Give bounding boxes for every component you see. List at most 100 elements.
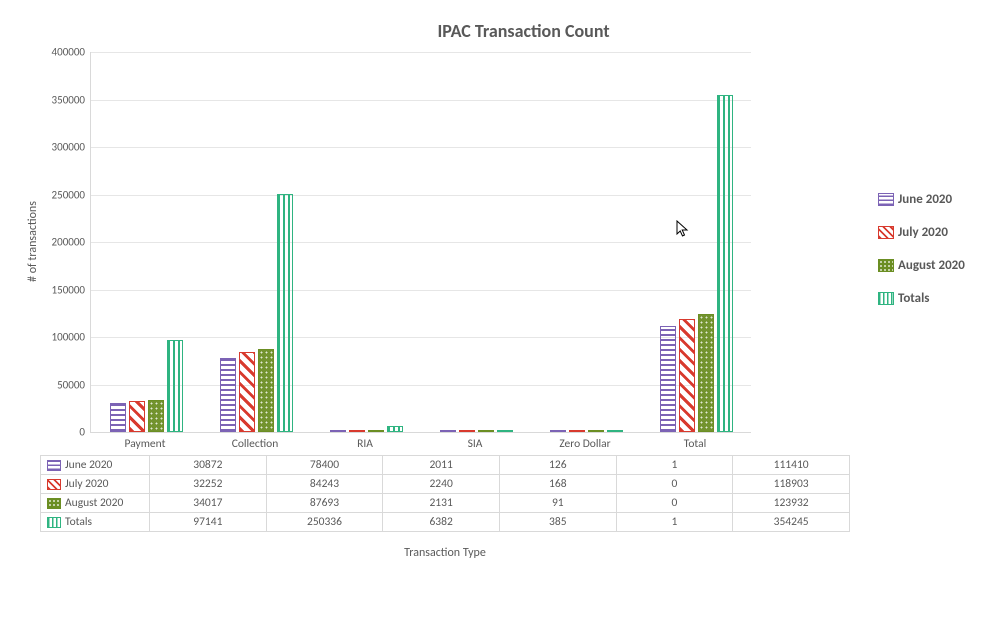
table-cell: 168: [499, 475, 616, 494]
category-label: SIA: [420, 433, 530, 455]
bar-august: [478, 430, 494, 432]
category-label: Zero Dollar: [530, 433, 640, 455]
category-group: [531, 52, 641, 432]
category-group: [311, 52, 421, 432]
bar-august: [258, 349, 274, 432]
legend-label: July 2020: [898, 225, 948, 240]
y-tick-label: 300000: [52, 141, 91, 154]
table-row-header: August 2020: [41, 494, 150, 513]
table-cell: 87693: [266, 494, 383, 513]
legend-item: July 2020: [878, 225, 965, 240]
table-cell: 30872: [150, 456, 267, 475]
series-swatch-icon: [47, 498, 61, 509]
bar-totals: [387, 426, 403, 432]
bar-july: [129, 401, 145, 432]
table-cell: 0: [616, 494, 733, 513]
bar-totals: [497, 430, 513, 432]
bar-june: [330, 430, 346, 432]
bar-totals: [717, 95, 733, 432]
legend-item: June 2020: [878, 192, 965, 207]
table-cell: 91: [499, 494, 616, 513]
legend-swatch-icon: [878, 292, 894, 305]
legend-label: August 2020: [898, 258, 965, 273]
bar-june: [440, 430, 456, 432]
table-cell: 84243: [266, 475, 383, 494]
y-tick-label: 400000: [52, 46, 91, 59]
table-cell: 2131: [383, 494, 500, 513]
chart-container: IPAC Transaction Count # of transactions…: [20, 20, 967, 560]
plot-area: 0500001000001500002000002500003000003500…: [90, 52, 751, 433]
chart-title: IPAC Transaction Count: [20, 20, 967, 42]
table-cell: 123932: [733, 494, 850, 513]
legend-swatch-icon: [878, 259, 894, 272]
category-label: Total: [640, 433, 750, 455]
bar-august: [588, 430, 604, 432]
y-tick-label: 0: [79, 426, 91, 439]
table-cell: 1: [616, 456, 733, 475]
y-tick-label: 150000: [52, 283, 91, 296]
y-tick-label: 250000: [52, 188, 91, 201]
bar-june: [550, 430, 566, 432]
table-row-header: July 2020: [41, 475, 150, 494]
bar-totals: [607, 430, 623, 432]
category-label: Payment: [90, 433, 200, 455]
table-cell: 118903: [733, 475, 850, 494]
bar-july: [459, 430, 475, 432]
table-row-header: Totals: [41, 513, 150, 532]
category-group: [91, 52, 201, 432]
y-tick-label: 350000: [52, 93, 91, 106]
table-row-header: June 2020: [41, 456, 150, 475]
bar-june: [220, 358, 236, 432]
table-cell: 250336: [266, 513, 383, 532]
legend-swatch-icon: [878, 226, 894, 239]
bar-totals: [277, 194, 293, 432]
legend-label: June 2020: [898, 192, 952, 207]
table-cell: 6382: [383, 513, 500, 532]
legend-swatch-icon: [878, 193, 894, 206]
bar-august: [698, 314, 714, 432]
legend-label: Totals: [898, 291, 929, 306]
category-group: [201, 52, 311, 432]
table-cell: 385: [499, 513, 616, 532]
table-cell: 0: [616, 475, 733, 494]
table-cell: 32252: [150, 475, 267, 494]
y-tick-label: 200000: [52, 236, 91, 249]
table-row: July 2020322528424322401680118903: [41, 475, 850, 494]
table-cell: 2011: [383, 456, 500, 475]
bar-june: [660, 326, 676, 432]
table-cell: 1: [616, 513, 733, 532]
table-cell: 126: [499, 456, 616, 475]
bar-july: [569, 430, 585, 432]
bar-july: [679, 319, 695, 432]
y-axis-label: # of transactions: [20, 52, 40, 432]
y-tick-label: 100000: [52, 331, 91, 344]
category-group: [421, 52, 531, 432]
table-row: June 2020308727840020111261111410: [41, 456, 850, 475]
x-axis-label: Transaction Type: [40, 546, 850, 560]
category-labels-row: PaymentCollectionRIASIAZero DollarTotal: [90, 433, 750, 455]
category-group: [641, 52, 751, 432]
bar-august: [148, 400, 164, 432]
bar-june: [110, 403, 126, 432]
bar-july: [349, 430, 365, 432]
bar-august: [368, 430, 384, 432]
y-tick-label: 50000: [57, 378, 91, 391]
series-swatch-icon: [47, 479, 61, 490]
table-row: August 202034017876932131910123932: [41, 494, 850, 513]
table-cell: 78400: [266, 456, 383, 475]
category-label: Collection: [200, 433, 310, 455]
series-swatch-icon: [47, 517, 61, 528]
bar-totals: [167, 340, 183, 432]
data-table: June 2020308727840020111261111410July 20…: [40, 455, 850, 532]
table-cell: 34017: [150, 494, 267, 513]
bar-july: [239, 352, 255, 432]
legend-item: August 2020: [878, 258, 965, 273]
table-cell: 354245: [733, 513, 850, 532]
table-row: Totals9714125033663823851354245: [41, 513, 850, 532]
legend: June 2020 July 2020 August 2020 Totals: [878, 192, 965, 560]
category-label: RIA: [310, 433, 420, 455]
table-cell: 97141: [150, 513, 267, 532]
series-swatch-icon: [47, 460, 61, 471]
table-cell: 2240: [383, 475, 500, 494]
table-cell: 111410: [733, 456, 850, 475]
